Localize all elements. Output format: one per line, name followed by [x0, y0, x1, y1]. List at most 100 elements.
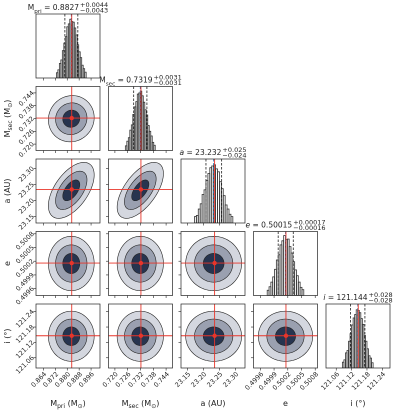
panel	[253, 304, 318, 368]
truth-point	[212, 260, 217, 266]
text-part: M	[50, 399, 57, 408]
hist-bin	[84, 71, 87, 78]
text-part: )	[156, 399, 159, 408]
hist-bin	[230, 216, 234, 223]
panel-title: i = 121.144 +0.028−0.028	[323, 291, 392, 305]
truth-point	[69, 260, 74, 266]
title-upper: +0.00017	[293, 219, 325, 227]
panel-frame	[35, 158, 101, 224]
x-axis-label: Msec (M⊙)	[122, 399, 160, 411]
x-tick-label: 23.30	[221, 370, 240, 389]
text-part: = 23.232	[184, 148, 222, 157]
title-upper: +0.025	[222, 146, 246, 154]
y-axis-label: a (AU)	[3, 178, 12, 203]
text-part: sec	[7, 120, 14, 130]
text-part: sec	[106, 81, 115, 87]
panel	[108, 159, 173, 223]
hist-bin	[153, 144, 156, 151]
panel	[194, 159, 234, 223]
hist-bin	[301, 289, 305, 296]
text-part: ⊙	[151, 403, 156, 410]
panel-title: Mpri = 0.8827 +0.0044−0.0043	[28, 1, 108, 15]
y-axis-label: Msec (M⊙)	[3, 100, 15, 138]
panel	[36, 159, 100, 223]
truth-point	[212, 333, 217, 338]
title-lower: −0.00016	[293, 224, 325, 232]
panel-frame	[253, 231, 318, 296]
panel-frame	[180, 158, 246, 224]
text-part: )	[83, 399, 86, 408]
panel	[266, 231, 305, 296]
panel	[341, 304, 374, 368]
title-main: i = 121.144	[323, 293, 367, 302]
text-part: a (AU)	[3, 178, 12, 203]
text-part: a	[180, 148, 185, 157]
x-axis-label: e	[283, 399, 288, 408]
y-tick-label: 23.30	[17, 165, 36, 184]
panel	[108, 304, 173, 368]
y-tick-label: 23.15	[17, 213, 36, 232]
text-part: M	[122, 399, 129, 408]
text-part: = 0.50015	[250, 221, 292, 230]
y-axis-label: i (°)	[3, 328, 12, 343]
truth-point	[138, 260, 144, 266]
text-part: M	[28, 3, 34, 12]
panel	[55, 14, 87, 78]
text-part: pri	[34, 9, 42, 15]
text-part: ⊙	[7, 103, 14, 108]
title-main: a = 23.232	[180, 148, 222, 157]
text-part: a (AU)	[200, 399, 225, 408]
text-part: pri	[57, 403, 65, 410]
text-part: i (°)	[350, 399, 365, 408]
text-part: )	[3, 100, 12, 103]
x-tick-label: 23.15	[173, 370, 192, 389]
text-part: = 121.144	[325, 293, 367, 302]
panel-frame	[35, 13, 101, 79]
y-tick-label: 23.25	[17, 181, 36, 200]
text-part: M	[3, 130, 12, 137]
text-part: sec	[129, 403, 139, 410]
text-part: (M	[139, 399, 152, 408]
title-upper: +0.028	[369, 291, 393, 299]
truth-point	[69, 187, 74, 192]
text-part: e	[283, 399, 288, 408]
title-upper: +0.0031	[154, 74, 182, 82]
panel	[181, 231, 245, 296]
text-part: ⊙	[78, 403, 83, 410]
title-main: e = 0.50015	[245, 221, 292, 230]
truth-point	[138, 187, 144, 192]
panel	[124, 86, 156, 151]
text-part: i	[323, 293, 326, 302]
text-part: M	[99, 76, 105, 85]
title-lower: −0.0043	[80, 7, 108, 15]
title-main: Mpri = 0.8827	[28, 3, 79, 15]
text-part: = 0.7319	[115, 76, 153, 85]
panel-title: e = 0.50015 +0.00017−0.00016	[245, 219, 325, 233]
text-part: i (°)	[3, 328, 12, 343]
truth-point	[283, 333, 289, 338]
text-part: = 0.8827	[42, 3, 80, 12]
panel	[36, 86, 100, 151]
x-tick-label: 23.25	[205, 370, 224, 389]
x-tick-label: 23.20	[189, 370, 208, 389]
x-axis-label: a (AU)	[200, 399, 225, 408]
hist-bin	[371, 362, 374, 368]
panel-frame	[180, 303, 246, 369]
text-part: (M	[65, 399, 78, 408]
panel-frame	[35, 303, 101, 369]
truth-point	[138, 333, 144, 338]
x-axis-label: Mpri (M⊙)	[50, 399, 86, 411]
y-tick-label: 23.20	[17, 197, 36, 216]
panel-title: Msec = 0.7319 +0.0031−0.0031	[99, 74, 181, 88]
panel	[108, 231, 173, 296]
panel-frame	[325, 303, 391, 369]
truth-point	[69, 333, 74, 338]
panel	[36, 304, 100, 368]
panel	[36, 231, 100, 296]
panel	[181, 304, 245, 368]
panel-frame	[253, 303, 318, 369]
x-axis-label: i (°)	[350, 399, 365, 408]
title-lower: −0.028	[369, 297, 393, 305]
title-upper: +0.0044	[80, 1, 108, 9]
